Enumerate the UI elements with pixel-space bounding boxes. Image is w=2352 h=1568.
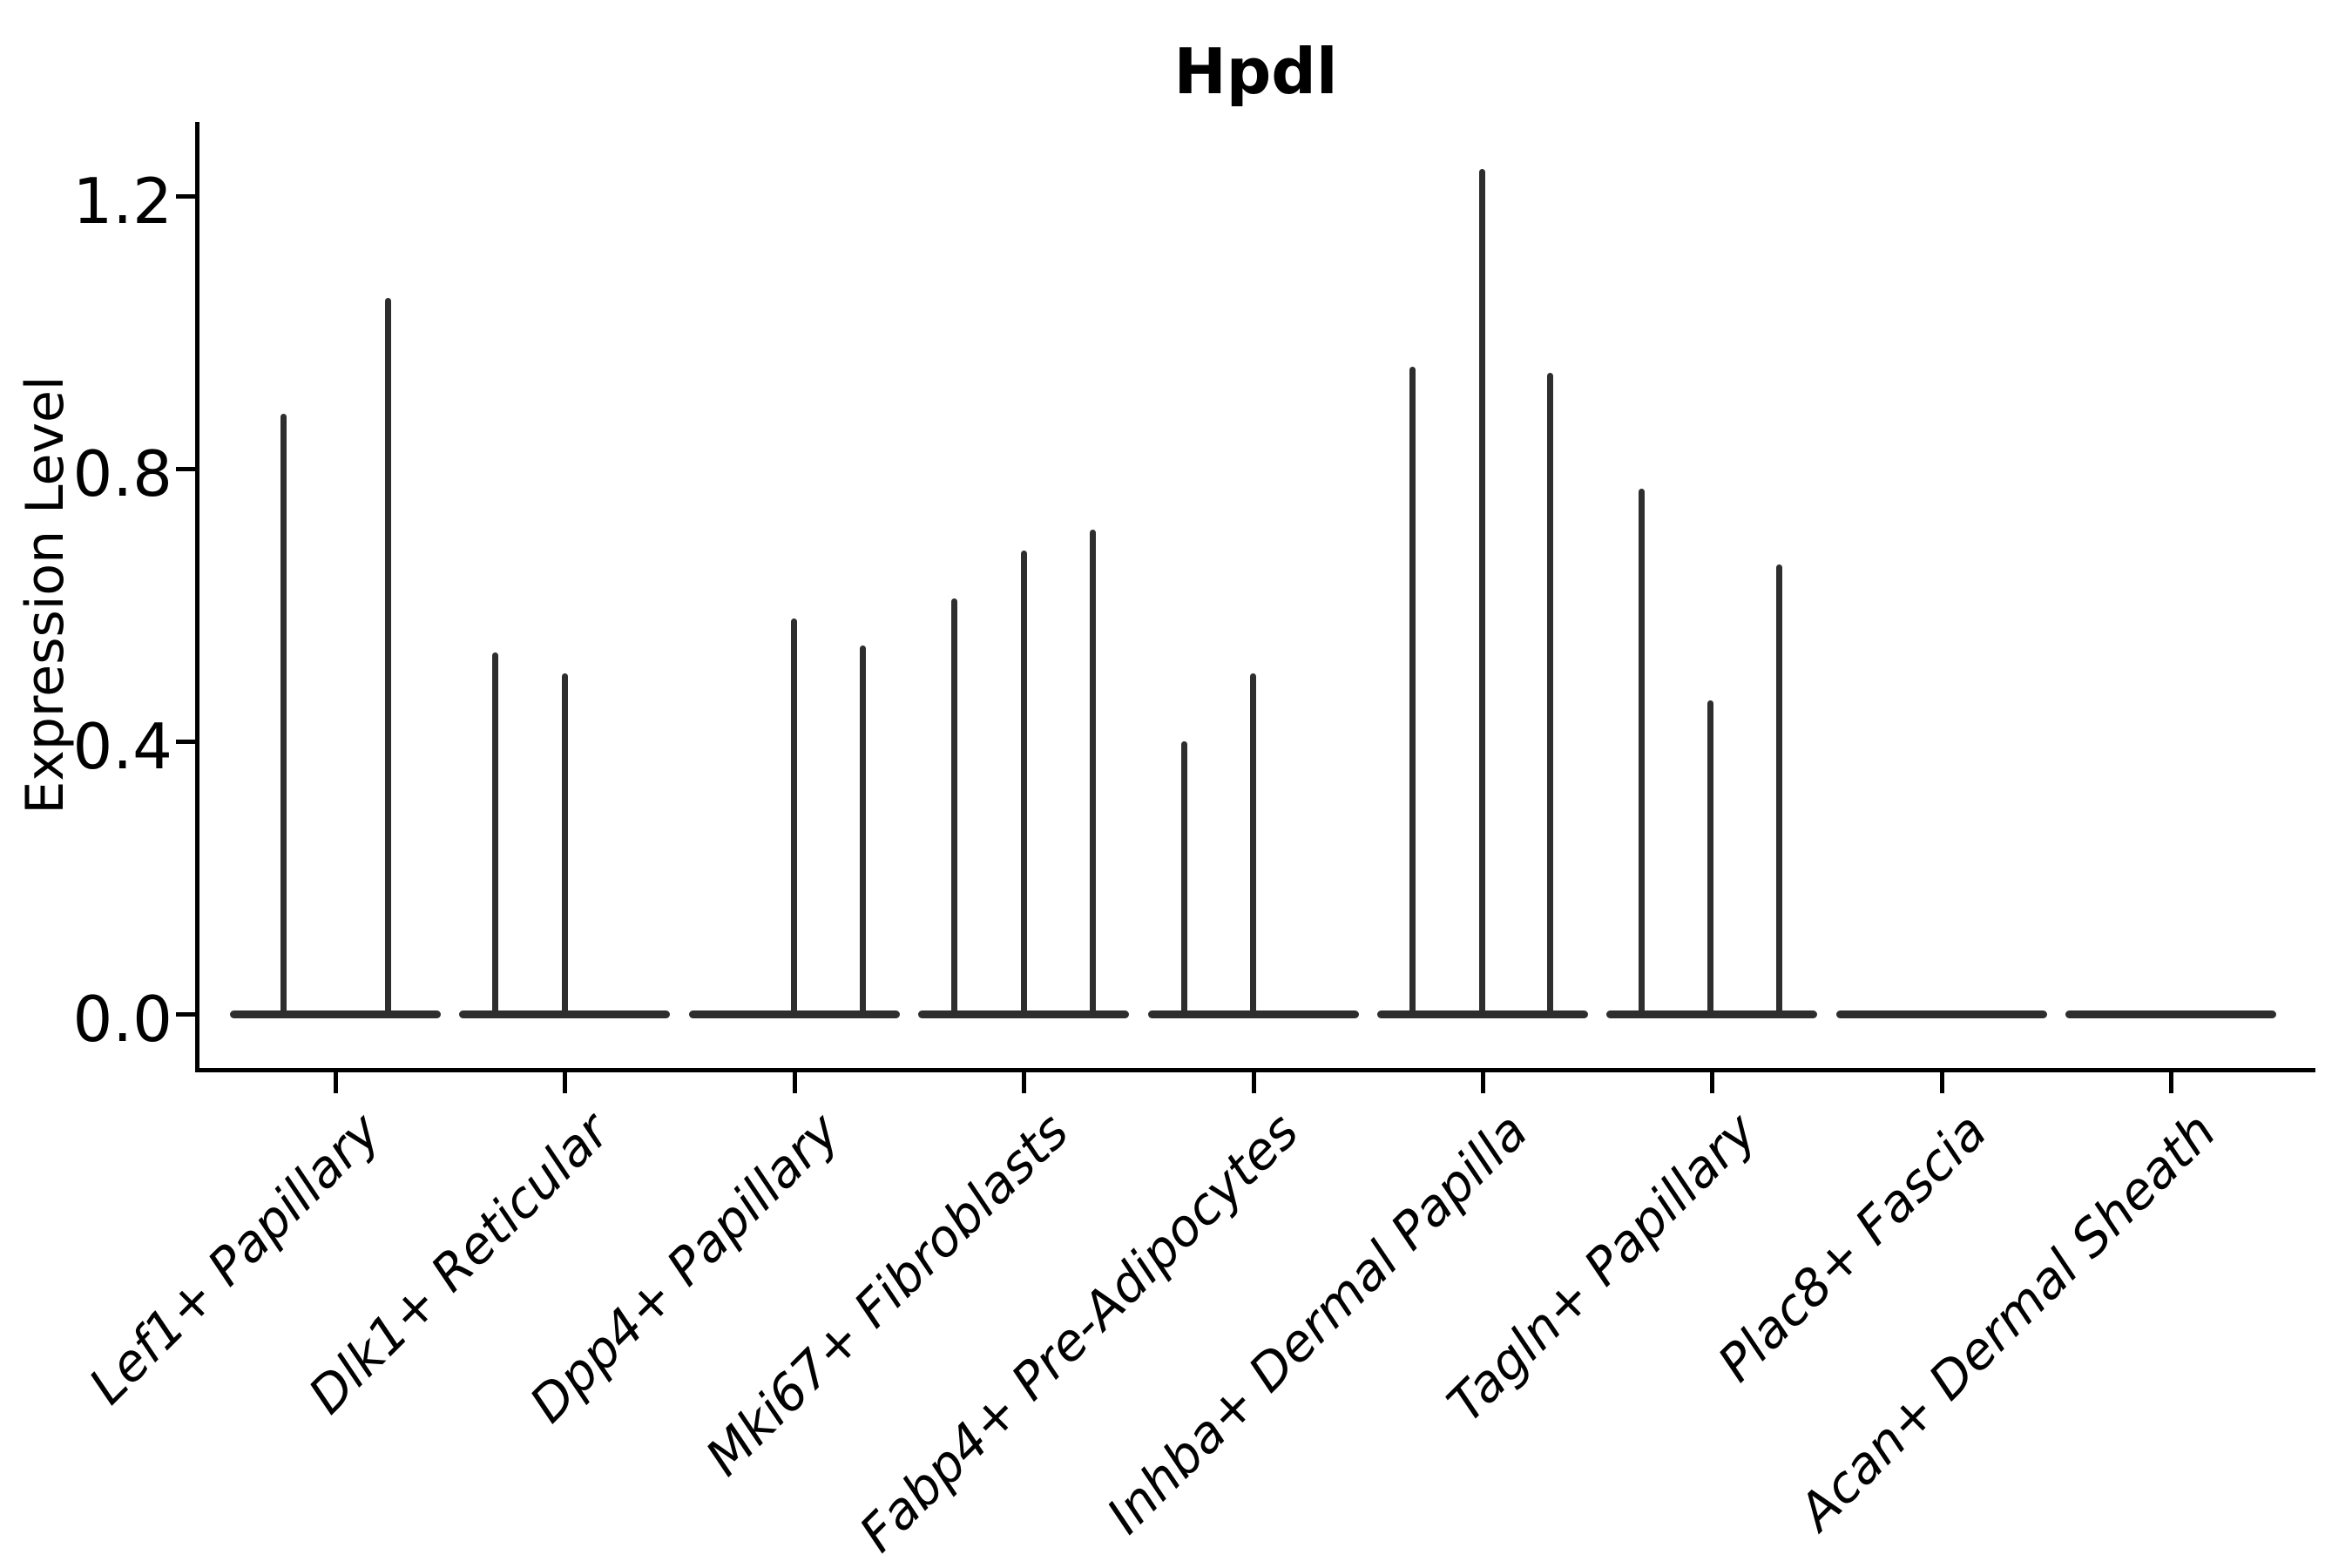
x-tick [792, 1072, 797, 1093]
x-tick [563, 1072, 568, 1093]
x-tick [1710, 1072, 1715, 1093]
violin-spike [491, 652, 498, 1017]
y-axis-spine [195, 122, 199, 1072]
x-axis-spine [195, 1068, 2315, 1072]
y-tick [176, 194, 195, 199]
x-tick [1481, 1072, 1485, 1093]
x-tick [2169, 1072, 2174, 1093]
violin-spike [384, 298, 391, 1017]
y-tick-label: 0.0 [72, 983, 172, 1056]
violin-spike [1089, 530, 1096, 1017]
violin-baseline [1377, 1010, 1588, 1018]
violin-baseline [1835, 1010, 2047, 1018]
violin-spike [950, 598, 957, 1017]
x-tick [1022, 1072, 1027, 1093]
y-axis-label: Expression Level [15, 375, 76, 814]
violin-spike [1546, 373, 1553, 1017]
violin-spike [1181, 741, 1188, 1017]
y-tick [176, 1012, 195, 1017]
x-tick [334, 1072, 338, 1093]
violin-spike [1707, 700, 1713, 1017]
violin-baseline [230, 1010, 441, 1018]
violin-spike [1409, 366, 1416, 1017]
y-tick-label: 0.4 [72, 710, 172, 783]
violin-spike [280, 414, 287, 1017]
violin-baseline [688, 1010, 900, 1018]
violin-baseline [1147, 1010, 1359, 1018]
violin-baseline [918, 1010, 1130, 1018]
violin-spike [1638, 489, 1645, 1017]
x-tick [1251, 1072, 1256, 1093]
violin-spike [1020, 550, 1027, 1017]
violin-baseline [459, 1010, 671, 1018]
violin-baseline [2065, 1010, 2277, 1018]
y-tick [176, 740, 195, 744]
violin-spike [1478, 168, 1485, 1017]
violin-spike [791, 618, 798, 1017]
y-tick [176, 467, 195, 471]
violin-spike [860, 645, 867, 1017]
violin-spike [1250, 672, 1257, 1017]
y-tick-label: 0.8 [72, 437, 172, 510]
violin-spike [1775, 564, 1782, 1017]
chart-title: Hpdl [1173, 35, 1338, 108]
violin-baseline [1606, 1010, 1818, 1018]
violin-spike [561, 672, 568, 1017]
x-tick [1939, 1072, 1944, 1093]
y-tick-label: 1.2 [72, 165, 172, 238]
